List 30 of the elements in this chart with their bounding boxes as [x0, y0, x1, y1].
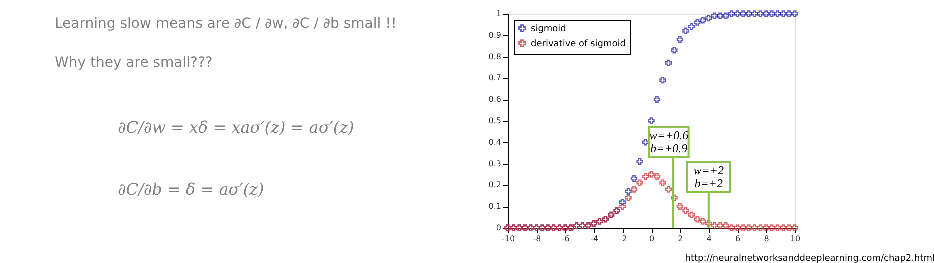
text: Why they are small??? [55, 55, 213, 71]
text: ∂C/∂b = δ = aσ′(z) [118, 180, 264, 199]
x-tick-label: 2 [678, 234, 684, 244]
text: http://neuralnetworksanddeeplearning.com/chap2.html [685, 254, 934, 263]
text: ∂C/∂w = xδ = xaσ′(z) = aσ′(z) [118, 118, 354, 137]
y-tick-label: 1 [496, 10, 502, 18]
x-tick-label: 10 [790, 234, 801, 244]
text: Learning slow means are ∂C / ∂w, ∂C / ∂b small !! [55, 16, 397, 32]
x-tick-label: 0 [649, 234, 655, 244]
x-tick-label: -4 [590, 234, 599, 244]
y-tick-label: 0.8 [488, 52, 502, 62]
y-tick-label: 0.2 [488, 180, 502, 190]
x-tick-label: -10 [502, 234, 516, 244]
annotation: w=+2 b=+2 [694, 164, 724, 190]
x-tick-label: 6 [736, 234, 741, 244]
x-tick-label: -8 [533, 234, 542, 244]
y-tick-label: 0.5 [488, 116, 502, 126]
y-tick-label: 0.7 [488, 74, 502, 83]
y-tick-label: 0 [496, 224, 502, 232]
y-tick-label: 0.9 [488, 30, 502, 40]
y-tick-label: 0.6 [488, 95, 502, 104]
x-tick-label: 4 [706, 234, 712, 244]
x-tick-label: 8 [764, 234, 770, 244]
x-tick-label: -6 [562, 234, 570, 244]
legend-label: sigmoid [531, 24, 566, 34]
legend-label: derivative of sigmoid [531, 40, 626, 50]
y-tick-label: 0.4 [488, 138, 502, 147]
y-tick-label: 0.1 [488, 202, 502, 212]
y-tick-label: 0.3 [488, 159, 502, 168]
x-tick-label: -2 [619, 234, 628, 244]
